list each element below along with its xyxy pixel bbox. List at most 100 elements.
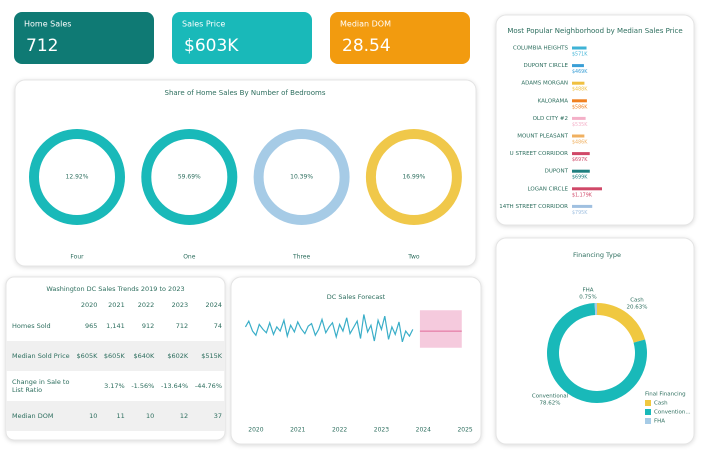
slice-value: 20.63% bbox=[627, 305, 648, 311]
legend-swatch bbox=[645, 418, 651, 424]
header-row: 2020 2021 2022 2023 2024 bbox=[6, 299, 225, 311]
table-cell bbox=[73, 371, 100, 401]
kpi-card bbox=[172, 12, 312, 64]
table-cell: 912 bbox=[141, 322, 155, 330]
kpi-value: 712 bbox=[26, 36, 58, 56]
table-cell: Median Sold Price bbox=[12, 352, 70, 360]
panel bbox=[14, 79, 477, 267]
slice-category: FHA bbox=[582, 288, 593, 294]
table: 2020 2021 2022 2023 2024 Homes Sold 965 1,141 91… bbox=[6, 299, 225, 431]
table-cell: 2023 bbox=[171, 301, 189, 309]
bar bbox=[572, 152, 590, 156]
legend-swatch bbox=[645, 409, 651, 415]
line bbox=[244, 314, 414, 343]
donut-slice bbox=[597, 303, 646, 343]
bar bbox=[572, 187, 602, 191]
table-cell: Median DOM bbox=[12, 412, 54, 420]
category-label: DUPONT CIRCLE bbox=[523, 63, 568, 69]
bar bbox=[572, 204, 593, 208]
panel bbox=[495, 14, 695, 226]
panel bbox=[230, 276, 482, 445]
kpi-value: $603K bbox=[184, 36, 239, 56]
forecast-band bbox=[419, 310, 462, 348]
legend-label: Convention... bbox=[654, 410, 691, 416]
table-cell: 2020 bbox=[80, 301, 98, 309]
value-label: $697K bbox=[572, 157, 588, 163]
donut-category-label: One bbox=[183, 254, 196, 261]
table-cell bbox=[6, 299, 73, 311]
value-label: $699K bbox=[572, 175, 588, 181]
legend-title: Final Financing bbox=[645, 392, 686, 398]
category-label: COLUMBIA HEIGHTS bbox=[513, 46, 569, 52]
slice-category: Conventional bbox=[532, 394, 569, 400]
table-title: Washington DC Sales Trends 2019 to 2023 bbox=[46, 285, 185, 293]
table-cell: 37 bbox=[213, 412, 222, 420]
donut-category-label: Two bbox=[407, 254, 420, 261]
value-label: $1,179K bbox=[572, 192, 593, 198]
table-cell: $605K bbox=[103, 352, 125, 360]
donut-value-label: 59.69% bbox=[178, 174, 201, 181]
bar bbox=[572, 169, 590, 173]
table-cell: 712 bbox=[175, 322, 189, 330]
value-label: $488K bbox=[572, 87, 588, 93]
donut-ring bbox=[29, 129, 125, 225]
kpi-label: Median DOM bbox=[340, 20, 391, 29]
table-row: Median Sold Price $605K $605K $640K $602K $51… bbox=[6, 341, 225, 371]
slice-value: 78.62% bbox=[540, 401, 561, 407]
sales-trends-table: Washington DC Sales Trends 2019 to 2023 … bbox=[6, 277, 225, 440]
value-label: $469K bbox=[572, 69, 588, 75]
table-row: Median DOM 10 11 10 12 37 bbox=[6, 401, 225, 431]
x-tick-label: 2022 bbox=[332, 427, 347, 434]
x-tick-label: 2021 bbox=[290, 427, 305, 434]
bar bbox=[572, 134, 585, 138]
category-label: OLD CITY #2 bbox=[533, 116, 568, 122]
chart-title: Share of Home Sales By Number of Bedroom… bbox=[165, 89, 326, 97]
table-cell: 10 bbox=[146, 412, 155, 420]
donut-ring bbox=[141, 129, 238, 225]
table-cell: 1,141 bbox=[106, 322, 125, 330]
kpi-label: Sales Price bbox=[182, 20, 225, 29]
kpi-card bbox=[330, 12, 470, 64]
donut-slice bbox=[594, 303, 597, 316]
table-cell: -44.76% bbox=[194, 382, 222, 390]
table-cell: 12 bbox=[179, 412, 189, 420]
value-label: $795K bbox=[572, 210, 588, 216]
table-cell: 11 bbox=[116, 412, 125, 420]
legend-swatch bbox=[645, 400, 651, 406]
donut-value-label: 12.92% bbox=[66, 174, 89, 181]
value-label: $571K bbox=[572, 52, 588, 58]
category-label: MOUNT PLEASANT bbox=[517, 134, 568, 140]
table-cell: $605K bbox=[76, 352, 98, 360]
table-cell: $602K bbox=[167, 352, 189, 360]
table-cell: -13.64% bbox=[161, 382, 189, 390]
category-label: DUPONT bbox=[545, 169, 569, 175]
x-tick-label: 2020 bbox=[248, 427, 263, 434]
table-cell: 10 bbox=[89, 412, 98, 420]
table-cell: 3.17% bbox=[104, 382, 125, 390]
donut-category-label: Four bbox=[70, 254, 84, 261]
table-cell: 74 bbox=[213, 322, 222, 330]
category-label: 14TH STREET CORRIDOR bbox=[499, 204, 568, 210]
bar bbox=[572, 99, 587, 103]
value-label: $586K bbox=[572, 104, 588, 110]
category-label: U STREET CORRIDOR bbox=[510, 151, 569, 157]
x-tick-label: 2025 bbox=[457, 427, 472, 434]
legend-label: Cash bbox=[654, 401, 668, 407]
legend-label: FHA bbox=[654, 419, 665, 425]
table-cell: $640K bbox=[133, 352, 155, 360]
table-cell: 2022 bbox=[137, 301, 155, 309]
value-label: $535K bbox=[572, 122, 588, 128]
chart-title: Financing Type bbox=[573, 251, 621, 259]
bar bbox=[572, 46, 587, 50]
category-label: KALORAMA bbox=[538, 98, 569, 104]
x-tick-label: 2023 bbox=[374, 427, 389, 434]
kpi-label: Home Sales bbox=[24, 20, 71, 29]
donut-value-label: 10.39% bbox=[290, 174, 313, 181]
chart-title: Most Popular Neighborhood by Median Sale… bbox=[507, 27, 682, 35]
donut-category-label: Three bbox=[292, 254, 310, 261]
table-cell: 965 bbox=[84, 322, 98, 330]
table-cell: $515K bbox=[201, 352, 222, 360]
donut-ring bbox=[253, 129, 350, 225]
